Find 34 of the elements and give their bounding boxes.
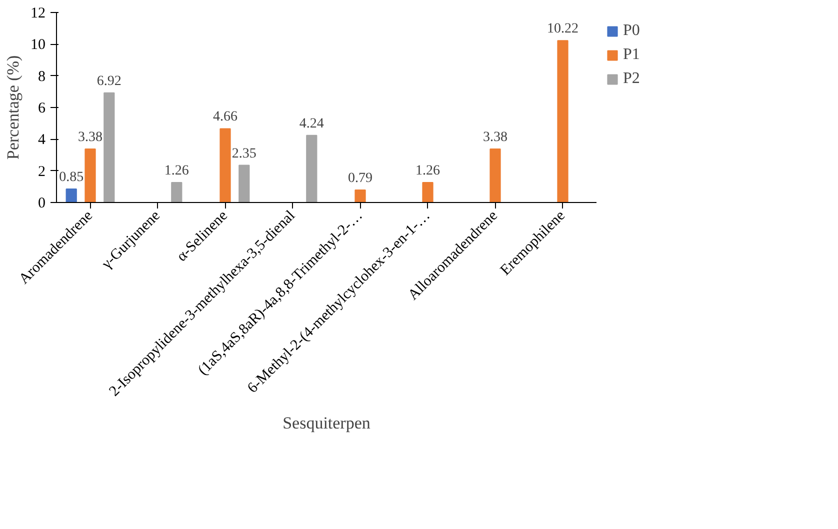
data-label: 0.85 [59, 170, 84, 186]
x-axis-title: Sesquiterpen [282, 413, 371, 432]
bar [171, 182, 182, 202]
data-label: 6.92 [96, 74, 122, 89]
y-tick-label: 10 [30, 37, 46, 54]
bar [422, 182, 434, 202]
data-label: 2.35 [232, 146, 256, 162]
data-label: 4.24 [299, 116, 324, 132]
data-label: 3.38 [483, 130, 508, 145]
data-label: 3.38 [78, 130, 102, 145]
bar [306, 134, 318, 202]
bar [220, 128, 231, 202]
data-label: 10.22 [547, 22, 578, 37]
data-label: 4.66 [213, 110, 238, 125]
y-tick-label: 0 [38, 196, 46, 212]
data-label: 0.79 [348, 170, 372, 186]
bar [354, 189, 366, 202]
y-tick-label: 4 [38, 132, 46, 148]
data-label: 1.26 [416, 164, 440, 179]
bar [557, 40, 568, 202]
legend-label: P1 [623, 46, 641, 64]
y-tick-label: 2 [38, 164, 46, 180]
bar [238, 164, 250, 202]
legend-label: P0 [623, 22, 641, 40]
bar [104, 92, 115, 202]
bar [84, 148, 96, 202]
legend-label: P2 [623, 70, 641, 88]
y-tick-label: 12 [30, 6, 46, 22]
y-tick-label: 6 [38, 100, 46, 116]
bar [490, 148, 501, 202]
y-axis-title: Percentage (%) [4, 55, 22, 160]
y-tick-label: 8 [38, 68, 46, 85]
data-label: 1.26 [164, 164, 189, 179]
bar [66, 188, 77, 202]
